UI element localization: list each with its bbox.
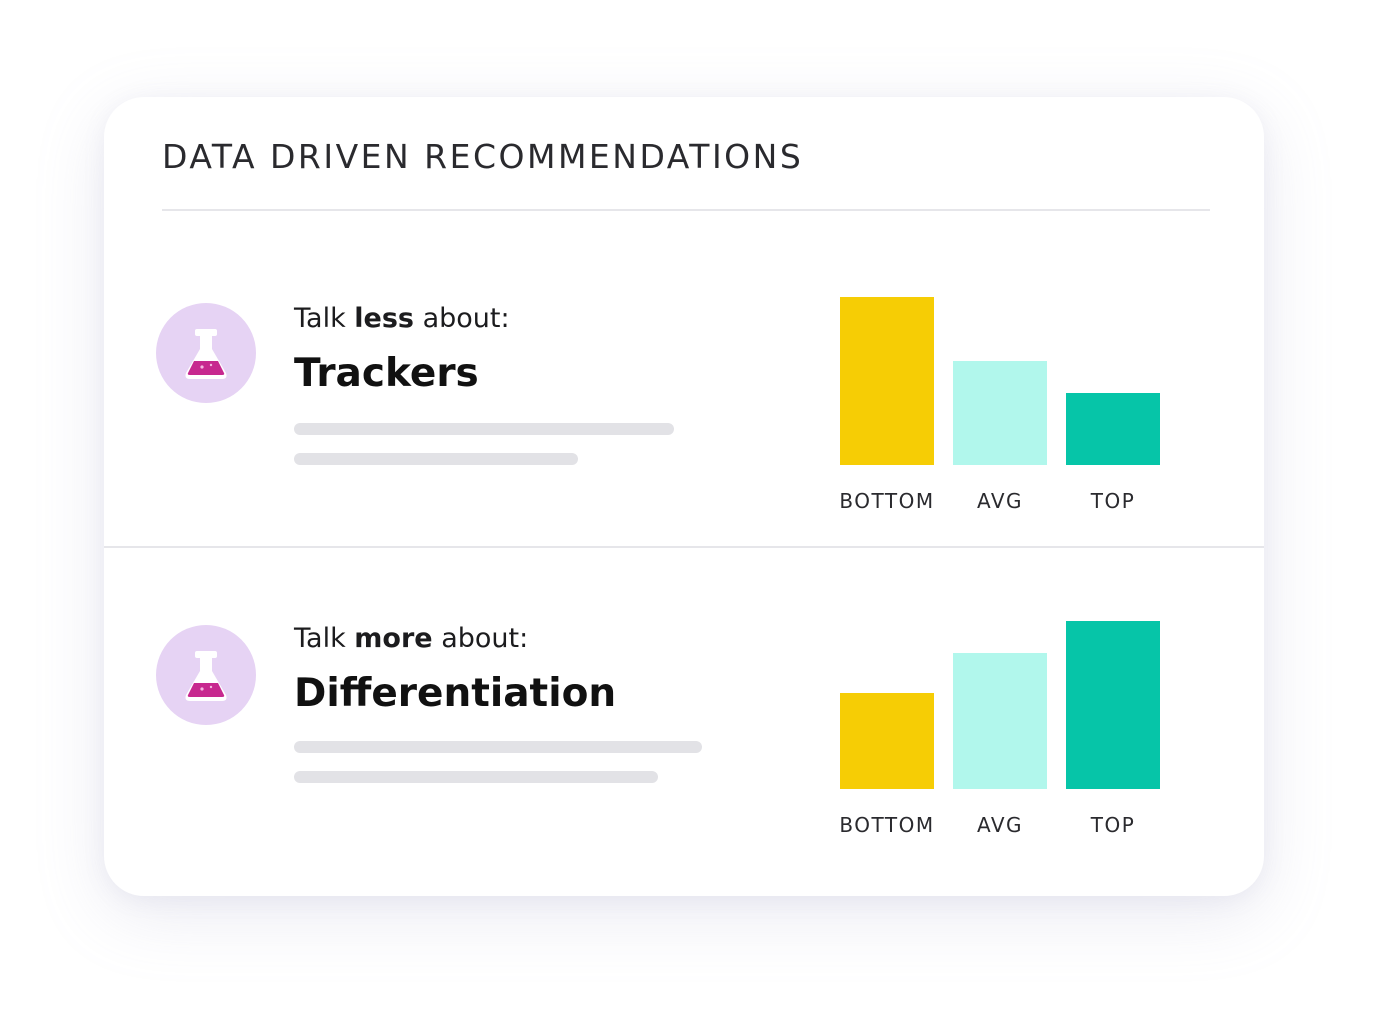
bar-avg [953,361,1047,465]
bar-avg [953,653,1047,789]
bar-label-avg: AVG [976,813,1024,837]
bar-bottom [840,693,934,789]
recommendation-row-differentiation[interactable]: Talk more about: Differentiation BOTTOM A… [104,577,1264,896]
card-title: DATA DRIVEN RECOMMENDATIONS [162,137,804,176]
bar-top [1066,621,1160,789]
flask-icon [156,625,256,725]
text-placeholder-line [294,771,658,783]
text-placeholder-line [294,741,702,753]
bar-label-bottom: BOTTOM [839,813,935,837]
flask-icon [156,303,256,403]
bar-top [1066,393,1160,465]
bar-label-bottom: BOTTOM [839,489,935,513]
recommendation-row-trackers[interactable]: Talk less about: Trackers BOTTOM AVG TOP [104,257,1264,587]
recommendation-topic: Trackers [294,351,479,396]
title-divider [162,209,1210,211]
text-placeholder-line [294,453,578,465]
comparison-bar-chart: BOTTOM AVG TOP [839,611,1170,841]
recommendations-card: DATA DRIVEN RECOMMENDATIONS Talk less ab… [104,97,1264,896]
row-divider [104,546,1264,548]
bar-label-top: TOP [1090,813,1136,837]
bar-label-top: TOP [1090,489,1136,513]
recommendation-prompt: Talk more about: [294,623,529,654]
text-placeholder-line [294,423,674,435]
prompt-emphasis: more [354,623,433,654]
comparison-bar-chart: BOTTOM AVG TOP [839,287,1170,517]
recommendation-topic: Differentiation [294,671,617,716]
recommendation-prompt: Talk less about: [294,303,510,334]
bar-bottom [840,297,934,465]
bar-label-avg: AVG [976,489,1024,513]
prompt-emphasis: less [354,303,415,334]
